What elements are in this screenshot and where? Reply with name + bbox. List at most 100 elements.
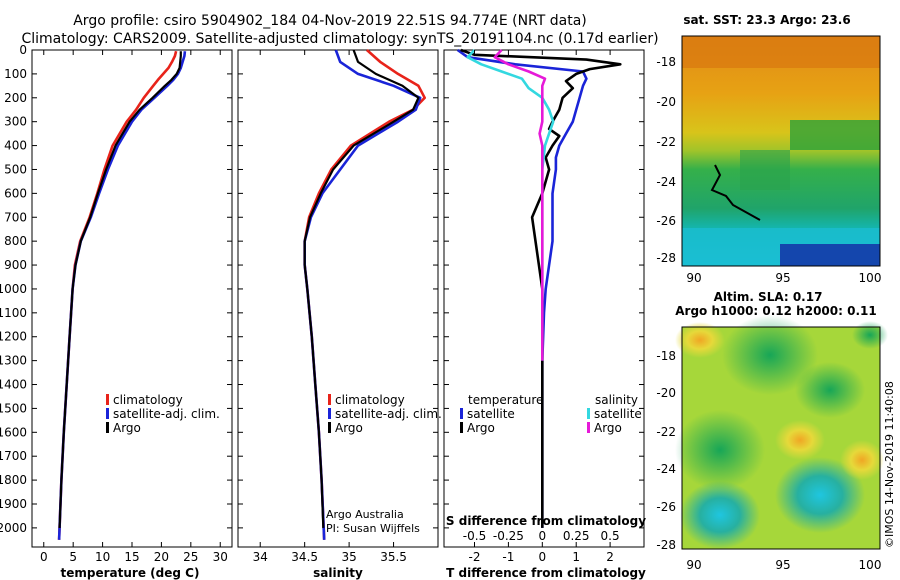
depth-tick-label: 800 [4, 234, 27, 248]
sla-eddy [852, 321, 888, 349]
legend-label-argo: Argo [113, 421, 141, 435]
depth-tick-label: 1000 [0, 282, 27, 296]
series-line-satellite-adj-clim- [57, 51, 187, 540]
series-line-s-argo [493, 49, 547, 361]
legend-label-t-argo: Argo [467, 421, 495, 435]
imos-credit: ©IMOS 14-Nov-2019 11:40:08 [883, 381, 896, 548]
depth-tick-label: 1300 [0, 354, 27, 368]
credit-argo-australia: Argo Australia [326, 508, 404, 521]
legend-swatch-argo [106, 422, 109, 433]
x-tick-label: 15 [124, 550, 139, 564]
series-line-t-argo [460, 48, 622, 528]
difference-panel [443, 49, 645, 548]
s-tick-label: 0.5 [601, 529, 620, 543]
argo-track [710, 164, 761, 221]
sla-map-title-1: Altim. SLA: 0.17 [714, 290, 823, 304]
depth-tick-label: 1500 [0, 401, 27, 415]
sla-eddy [680, 481, 760, 549]
sla-xtick: 100 [859, 558, 882, 572]
legend-swatch-t-satellite [460, 408, 463, 419]
x-tick-label: 34.5 [291, 550, 318, 564]
x-tick-label: 5 [69, 550, 77, 564]
sst-xtick: 90 [686, 271, 701, 285]
depth-tick-label: 400 [4, 139, 27, 153]
sst-blue-patch [780, 244, 880, 266]
legend-swatch-satellite [106, 408, 109, 419]
depth-tick-label: 300 [4, 115, 27, 129]
sla-eddy [795, 362, 865, 418]
sla-xtick: 90 [686, 558, 701, 572]
legend-label-satellite: satellite-adj. clim. [113, 407, 220, 421]
legend-label-climatology: climatology [335, 393, 405, 407]
s-tick-label: -0.25 [493, 529, 524, 543]
legend-swatch-argo [328, 422, 331, 433]
sla-eddy [722, 315, 818, 395]
depth-tick-label: 600 [4, 186, 27, 200]
sla-ytick: -22 [656, 425, 676, 439]
x-tick-label: 0 [538, 550, 546, 564]
legend-label-argo: Argo [335, 421, 363, 435]
series-line-climatology [57, 50, 178, 540]
legend-swatch-t-argo [460, 422, 463, 433]
salinity-xlabel: salinity [313, 566, 363, 580]
legend-label-s-satellite: satellite [594, 407, 642, 421]
legend-title-temperature: temperature [468, 393, 543, 407]
sst-frame [681, 35, 881, 267]
sst-xtick: 100 [859, 271, 882, 285]
sla-eddy [775, 457, 865, 533]
temperature-legend: climatology satellite-adj. clim. Argo [106, 393, 220, 435]
sla-xtick: 95 [775, 558, 790, 572]
sst-map: 90 95 100 -18 -20 -22 -24 -26 -28 [656, 35, 882, 285]
header-line-1: Argo profile: csiro 5904902_184 04-Nov-2… [73, 13, 587, 29]
legend-label-climatology: climatology [113, 393, 183, 407]
sla-frame [681, 326, 881, 550]
legend-swatch-s-satellite [587, 408, 590, 419]
legend-swatch-satellite [328, 408, 331, 419]
depth-tick-label: 0 [19, 43, 27, 57]
x-tick-label: -1 [502, 550, 514, 564]
depth-tick-label: 1400 [0, 378, 27, 392]
legend-swatch-climatology [106, 394, 109, 405]
s-tick-label: -0.5 [463, 529, 486, 543]
sst-ytick: -28 [656, 251, 676, 265]
sst-map-title: sat. SST: 23.3 Argo: 23.6 [683, 13, 850, 27]
salinity-panel [237, 49, 439, 548]
depth-tick-label: 1600 [0, 425, 27, 439]
credit-pi: PI: Susan Wijffels [326, 522, 420, 535]
sst-ytick: -26 [656, 214, 676, 228]
sst-xtick: 95 [775, 271, 790, 285]
x-tick-label: -2 [469, 550, 481, 564]
legend-title-salinity: salinity [595, 393, 638, 407]
sla-high [840, 440, 884, 480]
difference-legend: temperature satellite Argo salinity sate… [460, 393, 642, 435]
series-line-satellite-adj-clim- [303, 49, 422, 540]
sst-ytick: -20 [656, 95, 676, 109]
series-line-argo [58, 51, 182, 528]
sst-warm-band [682, 36, 880, 68]
x-tick-label: 20 [154, 550, 169, 564]
legend-label-satellite: satellite-adj. clim. [335, 407, 442, 421]
x-axes: 0 5 10 15 20 25 30 34 34.5 35 35.5 -2 -1 0 1 2 -0.5 -0.25… [40, 50, 620, 564]
salinity-legend: climatology satellite-adj. clim. Argo Ar… [326, 393, 442, 535]
depth-tick-label: 500 [4, 162, 27, 176]
series-line-argo [303, 49, 420, 528]
series-line-climatology [303, 49, 427, 540]
legend-label-s-argo: Argo [594, 421, 622, 435]
sla-ytick: -24 [656, 462, 676, 476]
difference-xlabel: T difference from climatology [446, 566, 646, 580]
s-tick-label: 0.25 [563, 529, 590, 543]
sla-ytick: -20 [656, 386, 676, 400]
x-tick-label: 35 [341, 550, 356, 564]
series-line-s-satellite [466, 49, 555, 361]
depth-tick-label: 1700 [0, 449, 27, 463]
x-tick-label: 30 [213, 550, 228, 564]
sla-high [775, 420, 825, 460]
sla-ytick: -28 [656, 538, 676, 552]
sla-map-title-2: Argo h1000: 0.12 h2000: 0.11 [675, 304, 876, 318]
header-line-2: Climatology: CARS2009. Satellite-adjuste… [21, 31, 658, 47]
sst-ytick: -22 [656, 135, 676, 149]
x-tick-label: 34 [253, 550, 268, 564]
sst-ytick: -18 [656, 55, 676, 69]
depth-tick-label: 1800 [0, 473, 27, 487]
